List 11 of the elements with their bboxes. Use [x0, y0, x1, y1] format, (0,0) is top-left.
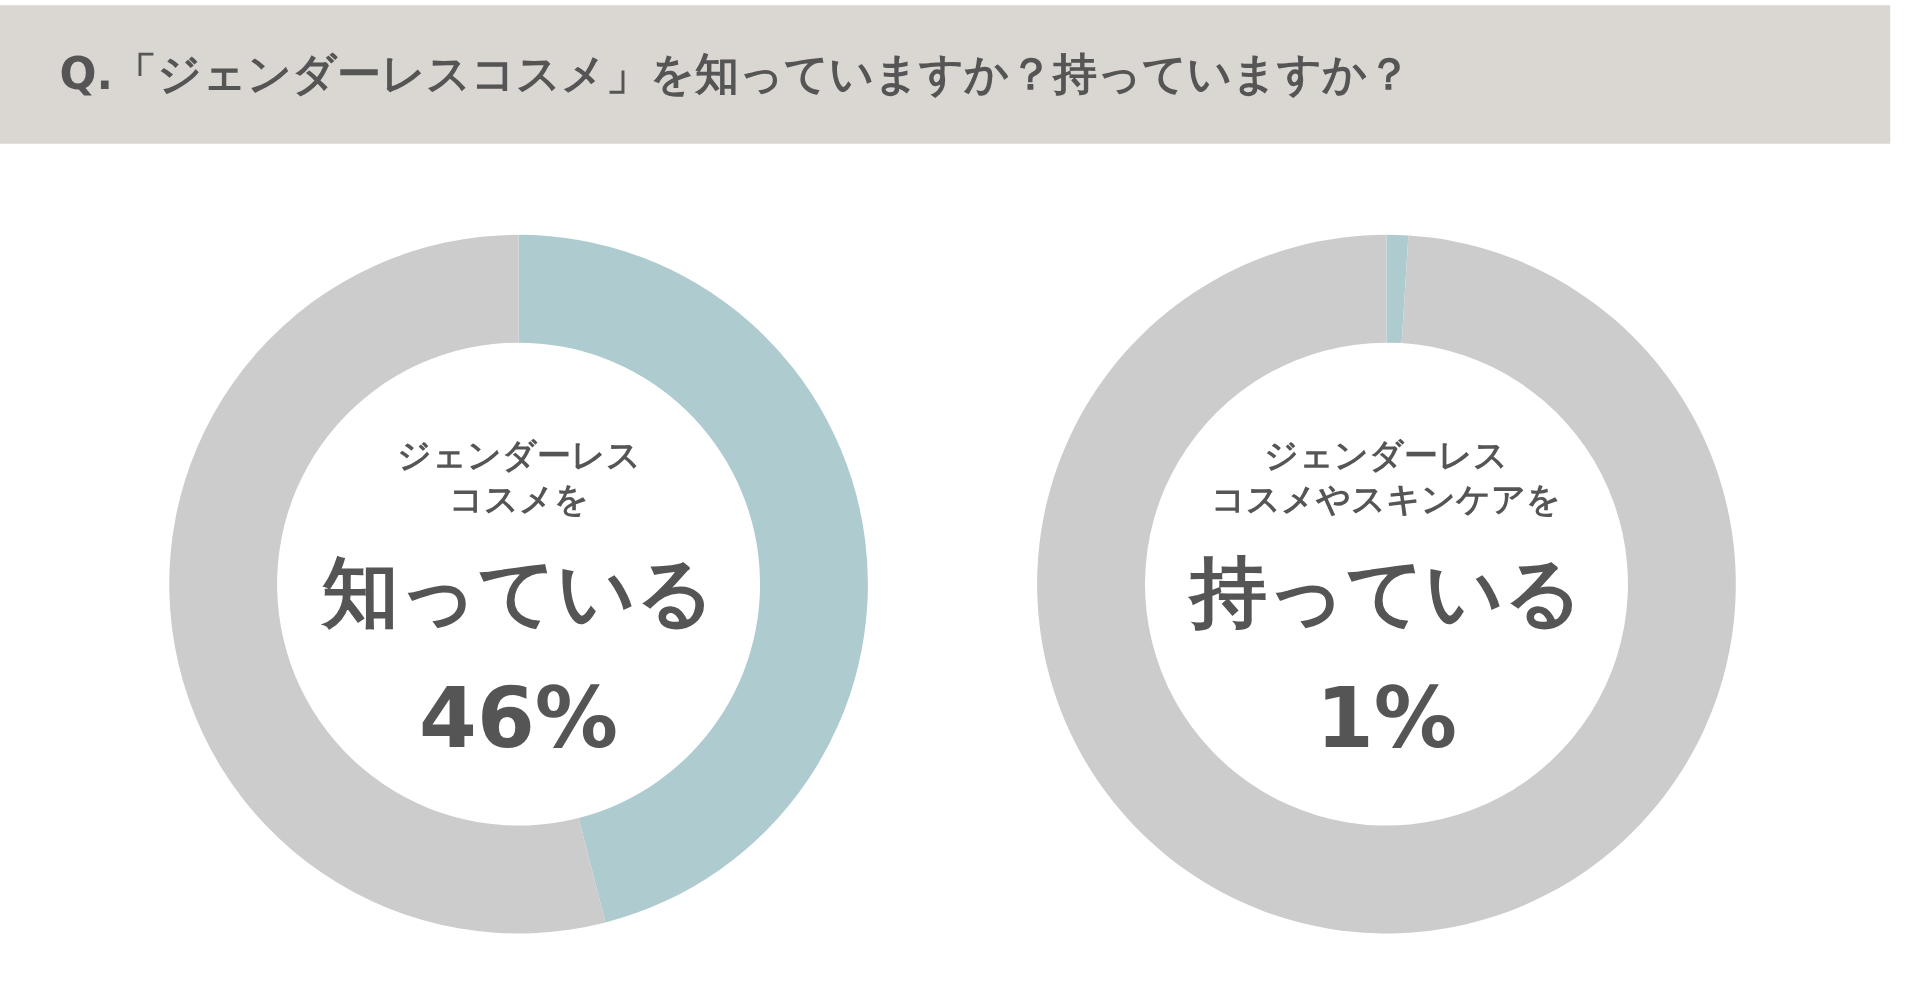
text: 46%: [419, 670, 619, 768]
text: 持っている: [1186, 546, 1583, 637]
text: ジェンダーレス: [396, 436, 641, 476]
text: コスメやスキンケアを: [1211, 479, 1562, 519]
text: コスメを: [448, 479, 589, 519]
donut-slice: [1386, 234, 1409, 344]
chart-title: Q.「ジェンダーレスコスメ」を知っていますか？持っていますか？: [59, 49, 1411, 100]
text: 1%: [1315, 670, 1458, 768]
text: ジェンダーレス: [1264, 436, 1509, 476]
text: 知っている: [320, 546, 716, 637]
donut-slice: [1037, 234, 1736, 934]
